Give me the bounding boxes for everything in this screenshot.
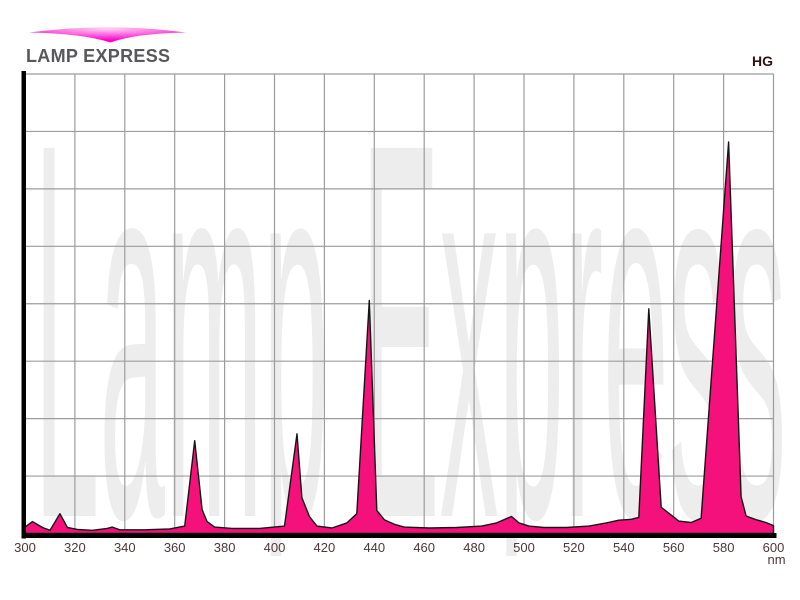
x-tick-label-420: 420 — [313, 540, 336, 555]
x-tick-label-400: 400 — [263, 540, 286, 555]
x-tick-label-440: 440 — [363, 540, 386, 555]
x-tick-label-560: 560 — [662, 540, 685, 555]
x-axis-unit-label: nm — [767, 552, 786, 567]
x-tick-label-300: 300 — [14, 540, 36, 555]
x-axis — [21, 533, 777, 538]
x-tick-label-580: 580 — [712, 540, 735, 555]
x-tick-label-500: 500 — [513, 540, 535, 555]
logo-text: LAMP EXPRESS — [26, 46, 171, 66]
x-tick-label-600: 600 — [762, 540, 785, 555]
x-tick-label-380: 380 — [213, 540, 236, 555]
y-axis — [21, 71, 26, 539]
x-tick-label-320: 320 — [64, 540, 86, 555]
x-tick-label-360: 360 — [163, 540, 186, 555]
lamp-code-label: HG — [752, 53, 773, 69]
grid-lines — [26, 73, 775, 534]
x-tick-label-460: 460 — [413, 540, 436, 555]
x-tick-label-520: 520 — [563, 540, 585, 555]
logo-swoosh-icon — [28, 27, 187, 43]
x-tick-label-480: 480 — [463, 540, 485, 555]
spectrum-area — [24, 141, 775, 535]
x-tick-label-540: 540 — [612, 540, 635, 555]
x-tick-label-340: 340 — [113, 540, 136, 555]
